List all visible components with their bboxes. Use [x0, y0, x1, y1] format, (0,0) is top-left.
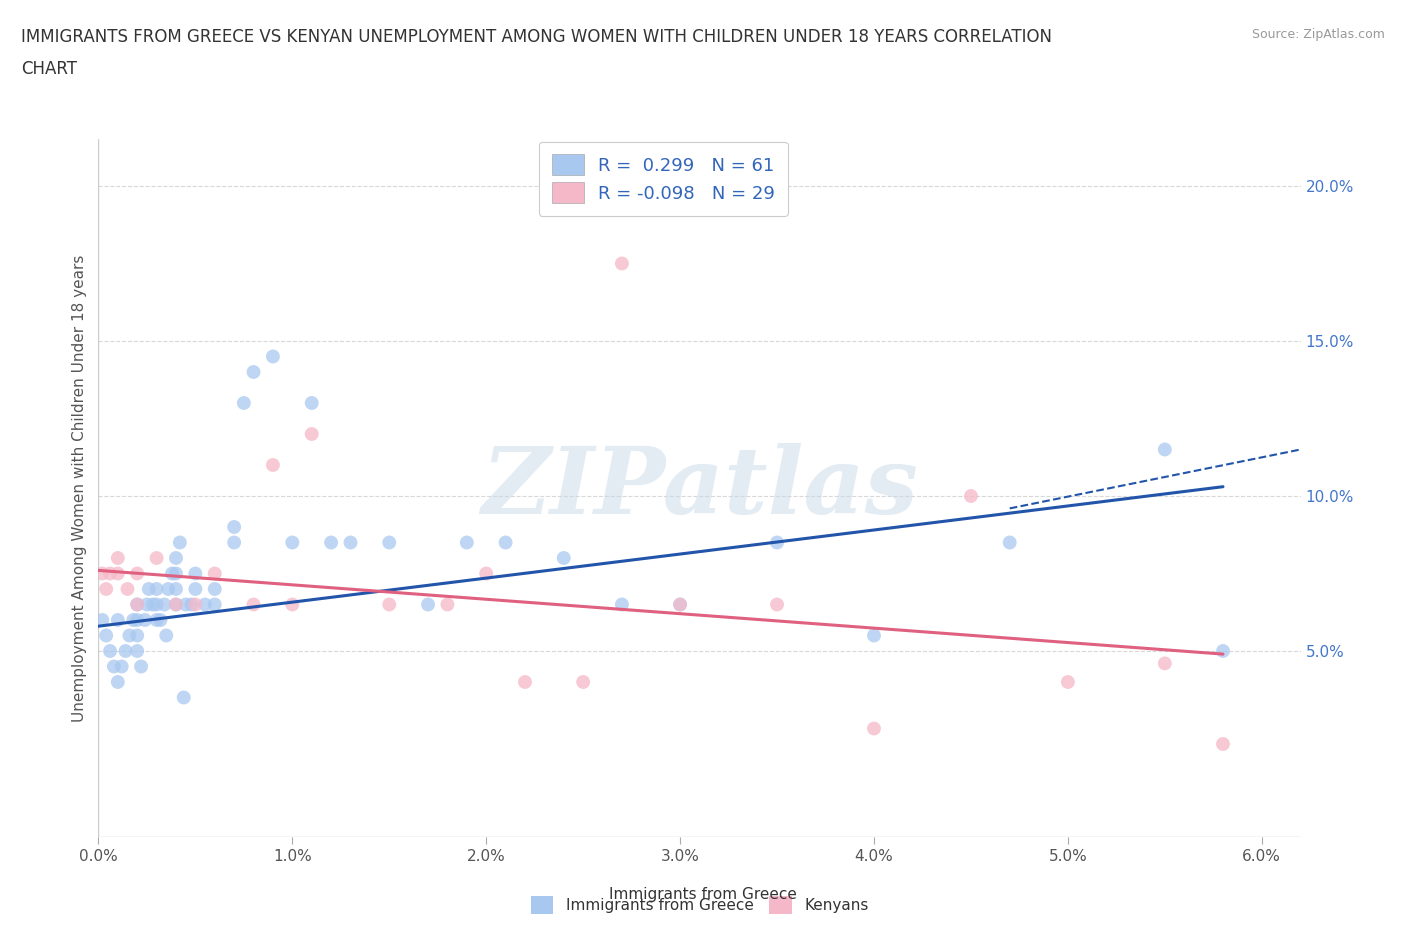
- Point: [378, 597, 401, 612]
- Point: [1153, 442, 1175, 457]
- Point: [165, 597, 187, 612]
- Point: [142, 597, 165, 612]
- Point: [127, 597, 149, 612]
- Point: [145, 613, 167, 628]
- Point: [766, 597, 789, 612]
- Point: [184, 581, 207, 596]
- Point: [117, 581, 139, 596]
- Point: [153, 597, 176, 612]
- Point: [173, 690, 195, 705]
- Point: [378, 535, 401, 550]
- Point: [155, 628, 177, 643]
- Point: [135, 597, 157, 612]
- Point: [165, 551, 187, 565]
- Point: [281, 597, 304, 612]
- Point: [129, 659, 152, 674]
- Point: [107, 674, 129, 689]
- Point: [127, 613, 149, 628]
- Point: [1153, 656, 1175, 671]
- Point: [416, 597, 439, 612]
- Point: [165, 566, 187, 581]
- Point: [96, 581, 118, 596]
- Point: [262, 458, 284, 472]
- Text: ZIPatlas: ZIPatlas: [481, 444, 918, 533]
- Point: [669, 597, 692, 612]
- Point: [138, 581, 160, 596]
- Point: [204, 597, 226, 612]
- Point: [262, 349, 284, 364]
- Point: [98, 644, 121, 658]
- Point: [98, 566, 121, 581]
- Point: [127, 566, 149, 581]
- Point: [960, 488, 983, 503]
- Point: [145, 551, 167, 565]
- Point: [180, 597, 202, 612]
- Point: [169, 535, 191, 550]
- Point: [111, 659, 134, 674]
- Point: [513, 674, 536, 689]
- Point: [127, 597, 149, 612]
- Point: [998, 535, 1021, 550]
- Point: [127, 628, 149, 643]
- Point: [339, 535, 361, 550]
- Point: [242, 597, 264, 612]
- Point: [145, 581, 167, 596]
- Point: [319, 535, 342, 550]
- Point: [149, 613, 172, 628]
- Point: [669, 597, 692, 612]
- Text: IMMIGRANTS FROM GREECE VS KENYAN UNEMPLOYMENT AMONG WOMEN WITH CHILDREN UNDER 18: IMMIGRANTS FROM GREECE VS KENYAN UNEMPLO…: [21, 28, 1052, 46]
- Point: [224, 520, 246, 535]
- Point: [127, 644, 149, 658]
- Point: [160, 566, 183, 581]
- Point: [475, 566, 498, 581]
- Point: [184, 597, 207, 612]
- Point: [145, 597, 167, 612]
- Point: [863, 628, 886, 643]
- Point: [122, 613, 145, 628]
- Point: [157, 581, 180, 596]
- Point: [165, 597, 187, 612]
- Point: [204, 566, 226, 581]
- Point: [224, 535, 246, 550]
- Point: [436, 597, 458, 612]
- Point: [107, 551, 129, 565]
- Point: [242, 365, 264, 379]
- Point: [1212, 644, 1234, 658]
- Point: [1057, 674, 1080, 689]
- Point: [107, 566, 129, 581]
- Point: [1212, 737, 1234, 751]
- Point: [610, 597, 633, 612]
- Point: [553, 551, 575, 565]
- Point: [194, 597, 217, 612]
- Point: [96, 628, 118, 643]
- Point: [456, 535, 478, 550]
- Point: [118, 628, 141, 643]
- Point: [610, 256, 633, 271]
- Point: [863, 721, 886, 736]
- Point: [107, 613, 129, 628]
- Point: [495, 535, 517, 550]
- Point: [184, 566, 207, 581]
- Point: [103, 659, 125, 674]
- Text: CHART: CHART: [21, 60, 77, 78]
- Point: [165, 581, 187, 596]
- Point: [91, 566, 114, 581]
- Point: [174, 597, 197, 612]
- Point: [301, 395, 323, 410]
- Point: [232, 395, 254, 410]
- Point: [114, 644, 136, 658]
- Legend: Immigrants from Greece, Kenyans: Immigrants from Greece, Kenyans: [524, 890, 875, 920]
- Point: [204, 581, 226, 596]
- Point: [301, 427, 323, 442]
- Point: [91, 613, 114, 628]
- Text: Immigrants from Greece: Immigrants from Greece: [609, 887, 797, 902]
- Point: [134, 613, 156, 628]
- Point: [572, 674, 595, 689]
- Y-axis label: Unemployment Among Women with Children Under 18 years: Unemployment Among Women with Children U…: [72, 255, 87, 722]
- Text: Source: ZipAtlas.com: Source: ZipAtlas.com: [1251, 28, 1385, 41]
- Point: [766, 535, 789, 550]
- Point: [281, 535, 304, 550]
